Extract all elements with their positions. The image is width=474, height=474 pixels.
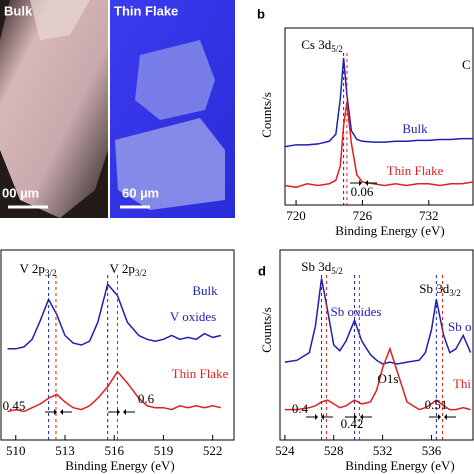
annotation: 0.42 xyxy=(341,416,364,431)
shift-arrow-head xyxy=(60,409,63,415)
shift-arrow-head xyxy=(444,414,447,420)
x-tick-label: 726 xyxy=(353,208,373,223)
shift-arrow-head xyxy=(123,409,126,415)
shift-arrow-head xyxy=(321,414,324,420)
shift-arrow-head xyxy=(117,409,120,415)
image-bulk xyxy=(0,0,108,218)
annotation: Sb 3d5/2 xyxy=(301,259,343,276)
plot-frame xyxy=(284,27,474,206)
spectrum-line xyxy=(284,58,473,148)
shift-arrow-head xyxy=(360,414,363,420)
annotation: 0.6 xyxy=(138,391,155,406)
annotation: V 2p3/2 xyxy=(20,261,57,278)
annotation: Sb o xyxy=(448,319,471,334)
annotation: O1s xyxy=(378,371,399,386)
annotation-text: V 2p xyxy=(110,261,135,276)
x-tick-label: 536 xyxy=(422,443,442,458)
annotation: C xyxy=(462,57,471,72)
annotation-text: Sb o xyxy=(448,319,471,334)
annotation-text: 0.6 xyxy=(138,391,155,406)
annotation: 0.45 xyxy=(3,398,26,413)
legend-label: Thi xyxy=(453,376,471,391)
annotation-text: C xyxy=(462,57,471,72)
x-tick-label: 528 xyxy=(324,443,344,458)
panel-label: d xyxy=(258,263,266,278)
legend-label: Bulk xyxy=(402,121,428,136)
spectrum-line xyxy=(7,282,222,350)
y-axis-label: Counts/s xyxy=(259,307,274,353)
x-tick-label: 732 xyxy=(419,208,439,223)
annotation-text: 0.51 xyxy=(425,397,448,412)
annotation-text: V oxides xyxy=(170,309,216,324)
spectrum-line xyxy=(284,102,474,189)
annotation-text: 0.45 xyxy=(3,398,26,413)
annotation-text: O1s xyxy=(378,371,399,386)
legend-label: Thin Flake xyxy=(387,163,444,178)
x-tick-label: 510 xyxy=(6,443,26,458)
annotation-text: Cs 3d xyxy=(301,37,331,52)
annotation: V oxides xyxy=(170,309,216,324)
annotation-sub: 5/2 xyxy=(331,44,343,54)
shift-arrow-head xyxy=(359,180,362,186)
x-tick-label: 522 xyxy=(203,443,223,458)
shift-arrow-head xyxy=(438,414,441,420)
legend-label: Thin Flake xyxy=(172,366,229,381)
x-axis-label: Binding Energy (eV) xyxy=(345,458,455,473)
annotation: V 2p3/2 xyxy=(110,261,147,278)
annotation-sub: 3/2 xyxy=(135,268,147,278)
x-axis-label: Binding Energy (eV) xyxy=(65,458,175,473)
annotation: Sb oxides xyxy=(331,304,382,319)
x-tick-label: 524 xyxy=(275,443,295,458)
annotation-text: 0.42 xyxy=(341,416,364,431)
annotation: Sb 3d3/2 xyxy=(419,281,461,298)
shift-arrow-head xyxy=(54,409,57,415)
annotation-sub: 5/2 xyxy=(331,266,343,276)
spectrum-line xyxy=(7,370,222,413)
spectrum-line xyxy=(284,346,471,411)
annotation-text: Sb 3d xyxy=(301,259,331,274)
shift-arrow-head xyxy=(354,414,357,420)
x-tick-label: 516 xyxy=(104,443,124,458)
x-tick-label: 720 xyxy=(286,208,306,223)
annotation-text: 0.06 xyxy=(351,184,374,199)
annotation: 0.06 xyxy=(351,184,374,199)
image-label: Thin Flake xyxy=(114,3,178,18)
annotation-sub: 3/2 xyxy=(45,268,57,278)
annotation: Cs 3d5/2 xyxy=(301,37,343,54)
scale-label: 00 µm xyxy=(2,185,39,200)
x-tick-label: 532 xyxy=(373,443,393,458)
shift-arrow-head xyxy=(365,180,368,186)
scale-label: 60 µm xyxy=(122,185,159,200)
shift-arrow-head xyxy=(315,414,318,420)
x-tick-label: 513 xyxy=(55,443,75,458)
legend-label: Bulk xyxy=(192,283,218,298)
annotation: 0.4 xyxy=(292,401,309,416)
annotation: 0.51 xyxy=(425,397,448,412)
panel-label: b xyxy=(257,6,265,21)
y-axis-label: Counts/s xyxy=(259,92,274,138)
x-axis-label: Binding Energy (eV) xyxy=(335,223,445,238)
image-label: Bulk xyxy=(4,3,33,18)
annotation-text: 0.4 xyxy=(292,401,309,416)
image-flake xyxy=(110,0,235,218)
plot-frame xyxy=(279,249,474,441)
annotation-text: Sb 3d xyxy=(419,281,449,296)
annotation-text: V 2p xyxy=(20,261,45,276)
annotation-text: Sb oxides xyxy=(331,304,382,319)
x-tick-label: 519 xyxy=(154,443,174,458)
annotation-sub: 3/2 xyxy=(449,288,461,298)
